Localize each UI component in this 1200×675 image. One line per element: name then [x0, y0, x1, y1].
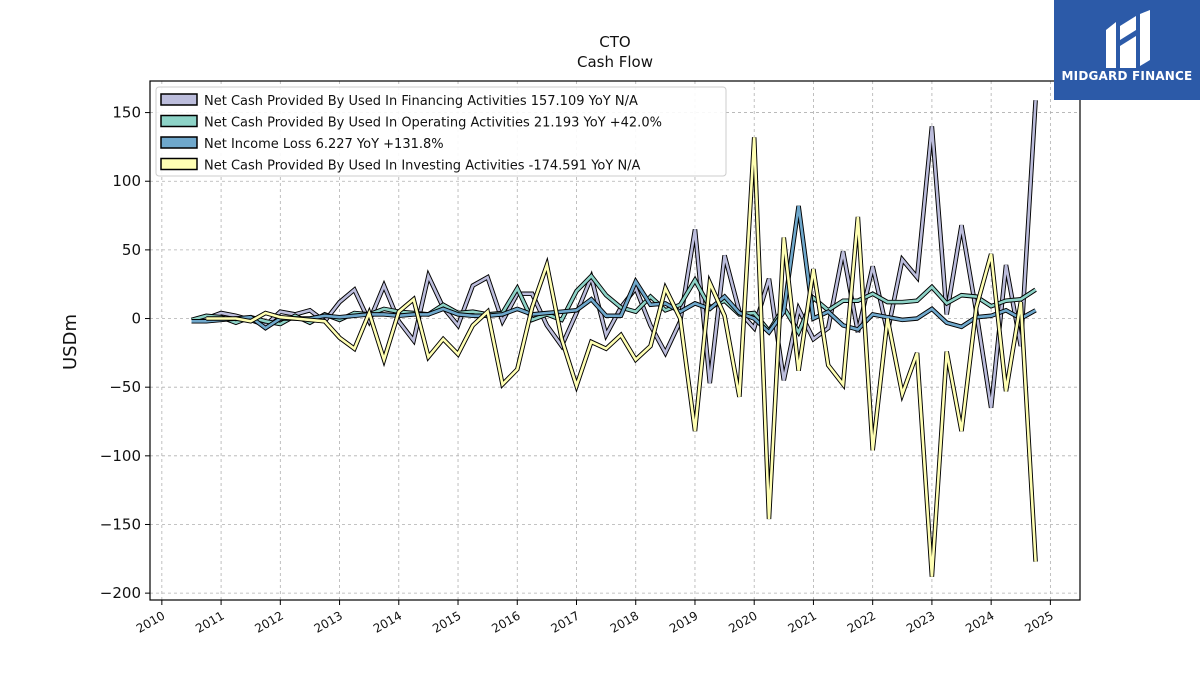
plot-frame	[149, 80, 1081, 601]
legend-swatch	[160, 157, 198, 171]
legend-box	[155, 86, 727, 177]
y-tick-label: 0	[131, 310, 141, 328]
legend-label: Net Income Loss 6.227 YoY +131.8%	[204, 137, 444, 152]
chart-subtitle: Cash Flow	[577, 53, 653, 71]
series-layer	[190, 100, 1038, 577]
series-stroke	[191, 205, 1037, 335]
y-tick-label: −150	[100, 515, 141, 533]
legend-label: Net Cash Provided By Used In Investing A…	[204, 159, 641, 174]
legend-swatch	[160, 114, 198, 128]
y-axis-label: USDm	[60, 314, 81, 370]
series-line-2	[191, 205, 1037, 336]
series-line-3	[206, 137, 1038, 577]
legend-swatch	[160, 136, 198, 149]
brand-name: MIDGARD FINANCE	[1061, 69, 1193, 83]
legend: Net Cash Provided By Used In Financing A…	[155, 86, 727, 177]
y-tick-label: −50	[109, 378, 141, 396]
series-stroke	[206, 137, 1037, 577]
legend-label: Net Cash Provided By Used In Financing A…	[204, 94, 638, 109]
y-tick-label: 150	[112, 104, 141, 122]
y-tick-label: −100	[100, 447, 141, 465]
y-tick-label: 50	[122, 241, 141, 259]
y-tick-label: −200	[100, 584, 141, 602]
chart-title: CTO	[599, 33, 630, 51]
legend-label: Net Cash Provided By Used In Operating A…	[204, 116, 662, 131]
midgard-logo-icon	[1106, 10, 1150, 68]
y-axis: 150 100 50 0 −50 −100 −150 −200	[100, 104, 150, 602]
y-tick-label: 100	[112, 172, 141, 190]
legend-swatch	[160, 93, 198, 106]
brand-logo: MIDGARD FINANCE	[1054, 0, 1200, 100]
